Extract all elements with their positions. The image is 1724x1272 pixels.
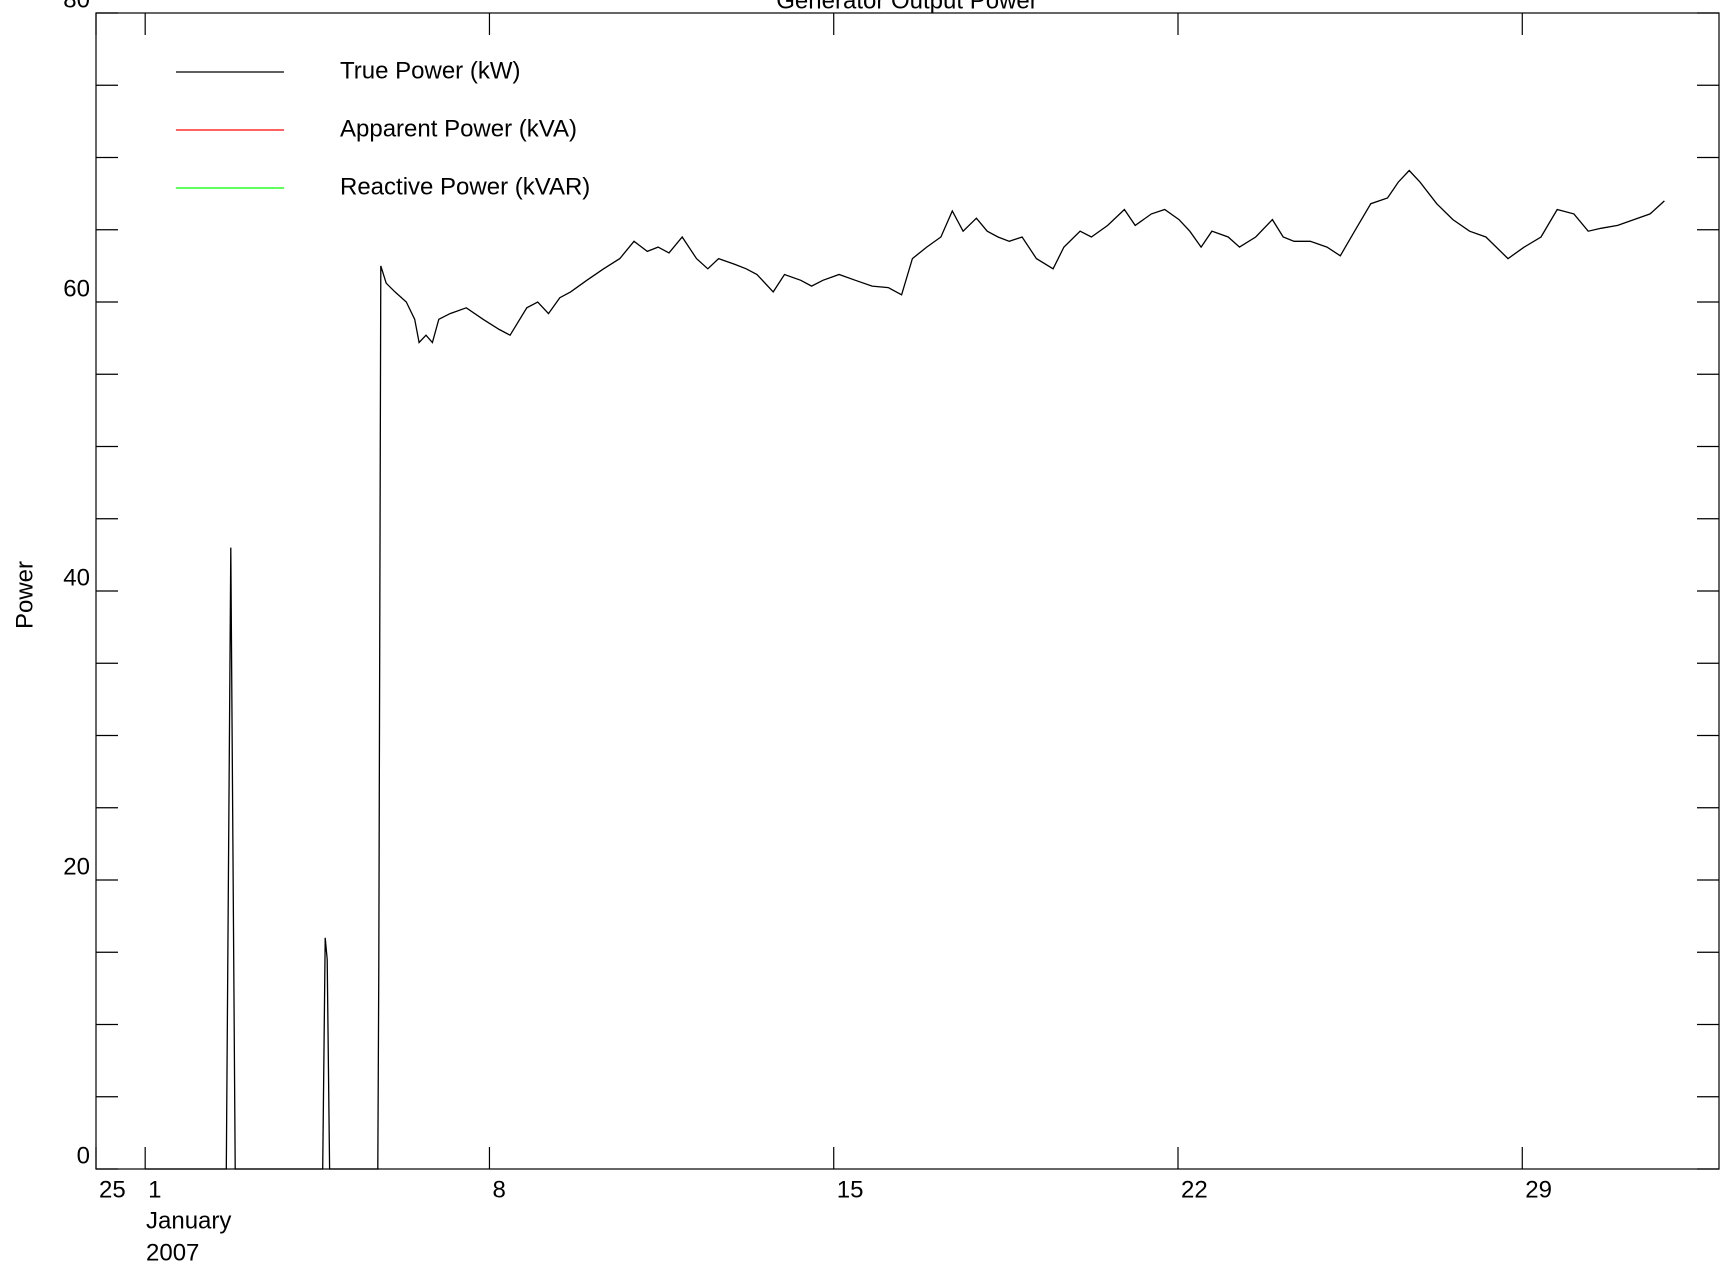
y-axis-label: Power — [11, 561, 38, 629]
x-tick-label: 29 — [1525, 1176, 1552, 1203]
y-tick-label: 20 — [63, 853, 90, 880]
legend-label: Reactive Power (kVAR) — [340, 173, 590, 200]
x-tick-label: 8 — [492, 1176, 505, 1203]
y-tick-label: 80 — [63, 0, 90, 13]
x-date-label: 2007 — [146, 1239, 199, 1266]
x-date-label: January — [146, 1207, 231, 1234]
x-tick-label: 25 — [99, 1176, 126, 1203]
y-tick-label: 60 — [63, 275, 90, 302]
y-tick-label: 0 — [77, 1142, 90, 1169]
legend-label: Apparent Power (kVA) — [340, 115, 577, 142]
data-line — [145, 169, 1665, 1170]
x-tick-label: 22 — [1181, 1176, 1208, 1203]
x-tick-label: 1 — [148, 1176, 161, 1203]
y-tick-label: 40 — [63, 564, 90, 591]
chart-title: Generator Output Power — [776, 0, 1037, 14]
x-tick-label: 15 — [837, 1176, 864, 1203]
legend-label: True Power (kW) — [340, 57, 520, 84]
